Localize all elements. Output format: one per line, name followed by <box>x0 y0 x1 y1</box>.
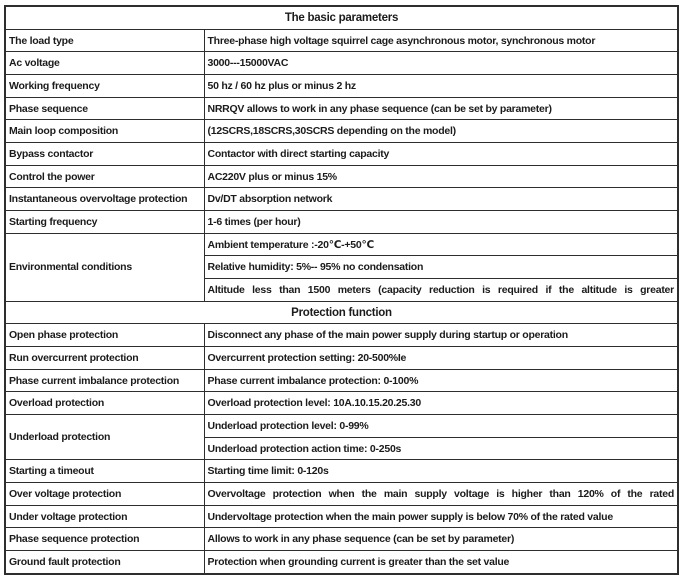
param-value: 3000---15000VAC <box>203 51 679 76</box>
param-label: Starting a timeout <box>4 459 205 484</box>
table-row: Ground fault protection Protection when … <box>4 550 679 575</box>
param-label: Run overcurrent protection <box>4 346 205 370</box>
param-value: Dv/DT absorption network <box>203 187 679 212</box>
specifications-table: The basic parameters The load type Three… <box>4 5 679 575</box>
table-row: Under voltage protection Undervoltage pr… <box>4 504 679 529</box>
param-value: Underload protection action time: 0-250s <box>203 436 679 461</box>
param-value: Allows to work in any phase sequence (ca… <box>203 527 679 552</box>
param-value: AC220V plus or minus 15% <box>203 164 679 189</box>
table-row: Instantaneous overvoltage protection Dv/… <box>4 187 679 212</box>
param-value: Three-phase high voltage squirrel cage a… <box>203 28 679 53</box>
table-row: Working frequency 50 hz / 60 hz plus or … <box>4 74 679 98</box>
param-value: 50 hz / 60 hz plus or minus 2 hz <box>203 74 679 98</box>
table-row: Relative humidity: 5%-- 95% no condensat… <box>5 255 679 280</box>
param-label: The load type <box>4 28 205 53</box>
param-label: Working frequency <box>4 74 205 98</box>
param-label: Phase current imbalance protection <box>4 368 205 393</box>
param-value: Undervoltage protection when the main po… <box>203 504 679 529</box>
section-title-protection-function: Protection function <box>4 300 679 325</box>
param-label: Instantaneous overvoltage protection <box>4 187 205 212</box>
param-value: Ambient temperature :-20℃-+50℃ <box>203 232 679 257</box>
table-row: Underload protection action time: 0-250s <box>5 436 679 461</box>
section-title-basic-parameters: The basic parameters <box>4 5 679 30</box>
table-row: Ac voltage 3000---15000VAC <box>4 51 679 76</box>
table-row: Overload protection Overload protection … <box>4 391 679 416</box>
param-value: Protection when grounding current is gre… <box>203 550 679 575</box>
param-value: Underload protection level: 0-99% <box>203 414 679 438</box>
table-row: The load type Three-phase high voltage s… <box>4 28 679 53</box>
param-label: Ac voltage <box>4 51 205 76</box>
section-header-row: The basic parameters <box>4 5 679 30</box>
param-value: (12SCRS,18SCRS,30SCRS depending on the m… <box>203 119 679 144</box>
param-value: Contactor with direct starting capacity <box>203 142 679 166</box>
param-label: Under voltage protection <box>4 504 205 529</box>
param-value: Overvoltage protection when the main sup… <box>203 482 679 506</box>
param-value: Disconnect any phase of the main power s… <box>203 323 679 348</box>
table-row: Phase sequence protection Allows to work… <box>4 527 679 552</box>
param-label: Main loop composition <box>4 119 205 144</box>
table-row: Phase sequence NRRQV allows to work in a… <box>4 96 679 121</box>
param-value: Overload protection level: 10A.10.15.20.… <box>203 391 679 416</box>
param-value: Starting time limit: 0-120s <box>203 459 679 484</box>
table-row: Control the power AC220V plus or minus 1… <box>4 164 679 189</box>
param-label: Overload protection <box>4 391 205 416</box>
section-header-row: Protection function <box>4 300 679 325</box>
table-row: Environmental conditions Ambient tempera… <box>4 232 679 302</box>
table-row: Run overcurrent protection Overcurrent p… <box>4 346 679 370</box>
table-row: Main loop composition (12SCRS,18SCRS,30S… <box>4 119 679 144</box>
param-value: Relative humidity: 5%-- 95% no condensat… <box>203 255 679 280</box>
param-value: NRRQV allows to work in any phase sequen… <box>203 96 679 121</box>
param-label: Control the power <box>4 164 205 189</box>
table-row: Altitude less than 1500 meters (capacity… <box>5 278 679 302</box>
param-value: Phase current imbalance protection: 0-10… <box>203 368 679 393</box>
param-label: Phase sequence protection <box>4 527 205 552</box>
table-row: Bypass contactor Contactor with direct s… <box>4 142 679 166</box>
param-value: Altitude less than 1500 meters (capacity… <box>203 278 679 302</box>
param-label: Over voltage protection <box>4 482 205 506</box>
param-label: Ground fault protection <box>4 550 205 575</box>
param-label: Starting frequency <box>4 210 205 234</box>
table-row: Over voltage protection Overvoltage prot… <box>4 482 679 506</box>
param-value: Overcurrent protection setting: 20-500%I… <box>203 346 679 370</box>
table-row: Phase current imbalance protection Phase… <box>4 368 679 393</box>
table-row: Starting frequency 1-6 times (per hour) <box>4 210 679 234</box>
param-label: Bypass contactor <box>4 142 205 166</box>
param-label: Open phase protection <box>4 323 205 348</box>
param-label: Phase sequence <box>4 96 205 121</box>
param-label: Underload protection <box>4 414 205 461</box>
table-row: Starting a timeout Starting time limit: … <box>4 459 679 484</box>
param-label: Environmental conditions <box>4 232 205 302</box>
table-row: Underload protection Underload protectio… <box>4 414 679 461</box>
table-row: Open phase protection Disconnect any pha… <box>4 323 679 348</box>
param-value: 1-6 times (per hour) <box>203 210 679 234</box>
